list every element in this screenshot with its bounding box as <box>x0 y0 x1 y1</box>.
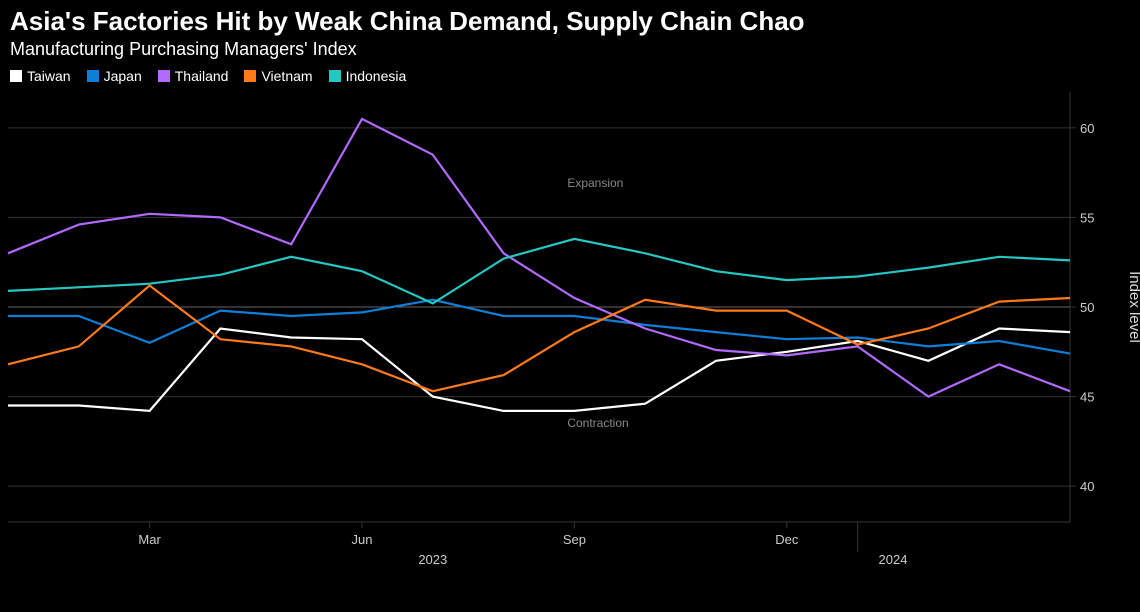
line-chart: 40 45 50 55 60 Index level Mar Jun Sep Dec 2023 202… <box>0 92 1140 602</box>
legend-item-taiwan: Taiwan <box>10 68 71 84</box>
legend-label: Vietnam <box>261 68 312 84</box>
legend-label: Japan <box>104 68 142 84</box>
x-year-label: 2023 <box>418 552 447 567</box>
legend-swatch <box>244 70 256 82</box>
chart-area: 40 45 50 55 60 Index level Mar Jun Sep Dec 2023 202… <box>0 92 1140 602</box>
legend-swatch <box>10 70 22 82</box>
y-tick-label: 40 <box>1080 479 1094 494</box>
chart-subtitle: Manufacturing Purchasing Managers' Index <box>0 37 1140 66</box>
y-axis-label: Index level <box>1126 271 1140 343</box>
legend-swatch <box>329 70 341 82</box>
y-tick-label: 45 <box>1080 390 1094 405</box>
legend-item-indonesia: Indonesia <box>329 68 407 84</box>
annotation-contraction: Contraction <box>567 416 628 430</box>
legend-label: Thailand <box>175 68 229 84</box>
legend-swatch <box>87 70 99 82</box>
x-month-label: Mar <box>138 532 161 547</box>
series-taiwan <box>8 329 1070 411</box>
series-vietnam <box>8 286 1070 392</box>
x-month-label: Sep <box>563 532 586 547</box>
x-month-label: Jun <box>352 532 373 547</box>
y-tick-label: 50 <box>1080 300 1094 315</box>
chart-title: Asia's Factories Hit by Weak China Deman… <box>0 0 1140 37</box>
y-tick-label: 60 <box>1080 121 1094 136</box>
legend-label: Taiwan <box>27 68 71 84</box>
series-japan <box>8 300 1070 354</box>
x-year-label: 2024 <box>879 552 908 567</box>
legend-label: Indonesia <box>346 68 407 84</box>
annotation-expansion: Expansion <box>567 176 623 190</box>
series-indonesia <box>8 239 1070 304</box>
x-month-label: Dec <box>775 532 799 547</box>
legend-item-vietnam: Vietnam <box>244 68 312 84</box>
legend-swatch <box>158 70 170 82</box>
legend: Taiwan Japan Thailand Vietnam Indonesia <box>0 66 1140 92</box>
legend-item-japan: Japan <box>87 68 142 84</box>
y-tick-label: 55 <box>1080 210 1094 225</box>
legend-item-thailand: Thailand <box>158 68 229 84</box>
